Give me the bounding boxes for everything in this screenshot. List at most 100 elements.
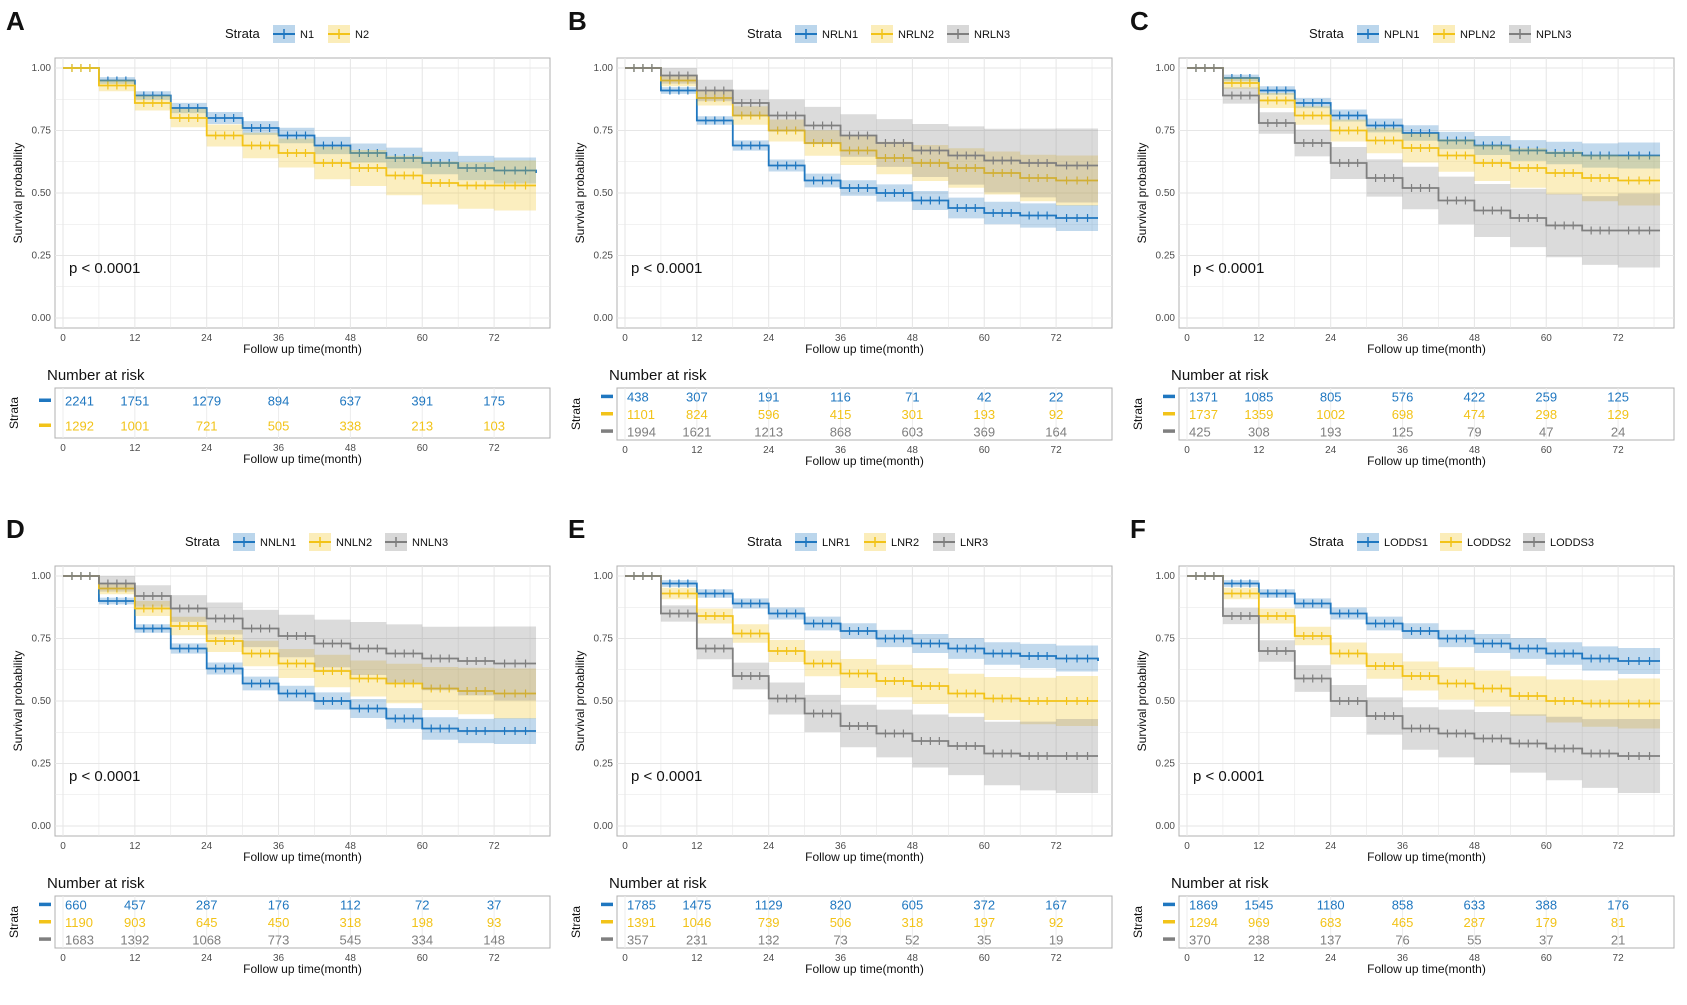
y-axis-title: Survival probability — [11, 651, 25, 752]
risk-count: 438 — [627, 390, 649, 405]
risk-count: 425 — [1189, 424, 1211, 439]
legend-label: LODDS1 — [1384, 537, 1428, 549]
risk-count: 370 — [1189, 932, 1211, 947]
legend-key-lnr2: LNR2 — [864, 533, 919, 551]
risk-count: 287 — [1464, 915, 1486, 930]
legend-label: LNR3 — [960, 537, 988, 549]
y-tick-label: 0.50 — [1156, 188, 1176, 199]
risk-count: 450 — [268, 915, 290, 930]
risk-count: 1751 — [120, 394, 149, 409]
y-tick-label: 0.75 — [32, 634, 52, 645]
risk-count: 605 — [902, 898, 924, 913]
risk-count: 858 — [1392, 898, 1414, 913]
risk-count: 369 — [973, 424, 995, 439]
y-tick-label: 0.75 — [1156, 634, 1176, 645]
y-tick-label: 0.25 — [32, 759, 52, 770]
legend-key-npln3: NPLN3 — [1509, 25, 1571, 43]
panel-f: F Strata LODDS1 LODDS2 LODDS3 0.00 0.25 0.50 0.7… — [1130, 514, 1675, 976]
risk-y-axis-title: Strata — [1131, 398, 1145, 430]
legend-key-npln2: NPLN2 — [1433, 25, 1495, 43]
risk-x-tick-label: 72 — [1613, 445, 1625, 456]
survival-curve — [1187, 67, 1661, 232]
risk-count: 1737 — [1189, 407, 1218, 422]
legend-label: NRLN2 — [898, 29, 934, 41]
x-tick-label: 0 — [60, 841, 66, 852]
legend-label: NRLN3 — [974, 29, 1010, 41]
series-nrln3 — [625, 64, 1099, 206]
risk-count: 307 — [686, 390, 708, 405]
risk-table-frame — [1178, 387, 1675, 441]
plot-area: 0.00 0.25 0.50 0.75 1.00 0 12 24 36 48 60 72 Follow … — [1135, 565, 1675, 864]
risk-table-frame — [616, 895, 1113, 949]
y-tick-label: 1.00 — [1156, 63, 1176, 74]
y-tick-label: 0.50 — [594, 188, 614, 199]
y-axis-title: Survival probability — [1135, 651, 1149, 752]
plot-area: 0.00 0.25 0.50 0.75 1.00 0 12 24 36 48 60 72 Follow … — [11, 565, 551, 864]
legend-key-lnr3: LNR3 — [933, 533, 988, 551]
legend-label: NPLN3 — [1536, 29, 1571, 41]
risk-count: 179 — [1535, 915, 1557, 930]
risk-x-tick-label: 48 — [345, 953, 357, 964]
legend-title: Strata — [747, 26, 782, 41]
risk-count: 125 — [1607, 390, 1629, 405]
x-tick-label: 36 — [1397, 841, 1409, 852]
risk-row-key — [1163, 394, 1175, 399]
risk-table-title: Number at risk — [1171, 875, 1269, 892]
x-tick-label: 48 — [907, 841, 919, 852]
risk-count: 1101 — [627, 407, 655, 422]
x-tick-label: 0 — [1184, 333, 1190, 344]
risk-count: 37 — [1539, 932, 1553, 947]
legend-title: Strata — [747, 534, 782, 549]
risk-x-tick-label: 36 — [273, 953, 285, 964]
x-tick-label: 60 — [979, 841, 991, 852]
y-tick-label: 0.00 — [594, 821, 614, 832]
risk-count: 93 — [487, 915, 501, 930]
y-tick-label: 1.00 — [594, 571, 614, 582]
x-tick-label: 72 — [489, 841, 501, 852]
risk-count: 506 — [830, 915, 852, 930]
risk-count: 1001 — [120, 419, 149, 434]
risk-count: 645 — [196, 915, 218, 930]
series-nnln3 — [63, 572, 537, 704]
risk-x-tick-label: 72 — [489, 953, 501, 964]
x-tick-label: 0 — [1184, 841, 1190, 852]
risk-x-tick-label: 0 — [60, 953, 66, 964]
risk-row-key — [601, 412, 613, 416]
risk-count: 1046 — [682, 915, 711, 930]
risk-count: 868 — [830, 424, 852, 439]
risk-count: 372 — [973, 898, 995, 913]
x-tick-label: 24 — [201, 841, 213, 852]
risk-count: 112 — [340, 898, 361, 913]
legend-title: Strata — [225, 26, 260, 41]
risk-count: 1994 — [627, 424, 656, 439]
risk-count: 176 — [1607, 898, 1629, 913]
risk-x-tick-label: 60 — [417, 953, 429, 964]
risk-x-tick-label: 0 — [1184, 953, 1190, 964]
plot-area: 0.00 0.25 0.50 0.75 1.00 0 12 24 36 48 60 72 Follow … — [573, 565, 1113, 864]
y-axis-title: Survival probability — [1135, 143, 1149, 244]
risk-count: 47 — [1539, 424, 1553, 439]
confidence-band — [1187, 68, 1661, 208]
x-tick-label: 12 — [1253, 333, 1265, 344]
risk-count: 1683 — [65, 932, 94, 947]
risk-count: 37 — [487, 898, 501, 913]
p-value: p < 0.0001 — [631, 260, 702, 277]
risk-count: 24 — [1611, 424, 1625, 439]
risk-count: 739 — [758, 915, 780, 930]
y-tick-label: 0.00 — [32, 313, 52, 324]
risk-x-axis-title: Follow up time(month) — [805, 962, 924, 976]
legend-key-nnln1: NNLN1 — [233, 533, 296, 551]
y-tick-label: 0.50 — [32, 188, 52, 199]
risk-count: 193 — [973, 407, 995, 422]
risk-count: 81 — [1611, 915, 1625, 930]
risk-x-tick-label: 12 — [691, 953, 703, 964]
risk-x-tick-label: 24 — [201, 443, 213, 454]
survival-curve — [63, 67, 537, 187]
risk-count: 505 — [268, 419, 290, 434]
survival-curve — [63, 575, 537, 732]
risk-count: 824 — [686, 407, 708, 422]
confidence-band — [1187, 576, 1661, 731]
legend-key-nnln3: NNLN3 — [385, 533, 448, 551]
x-tick-label: 36 — [835, 333, 847, 344]
